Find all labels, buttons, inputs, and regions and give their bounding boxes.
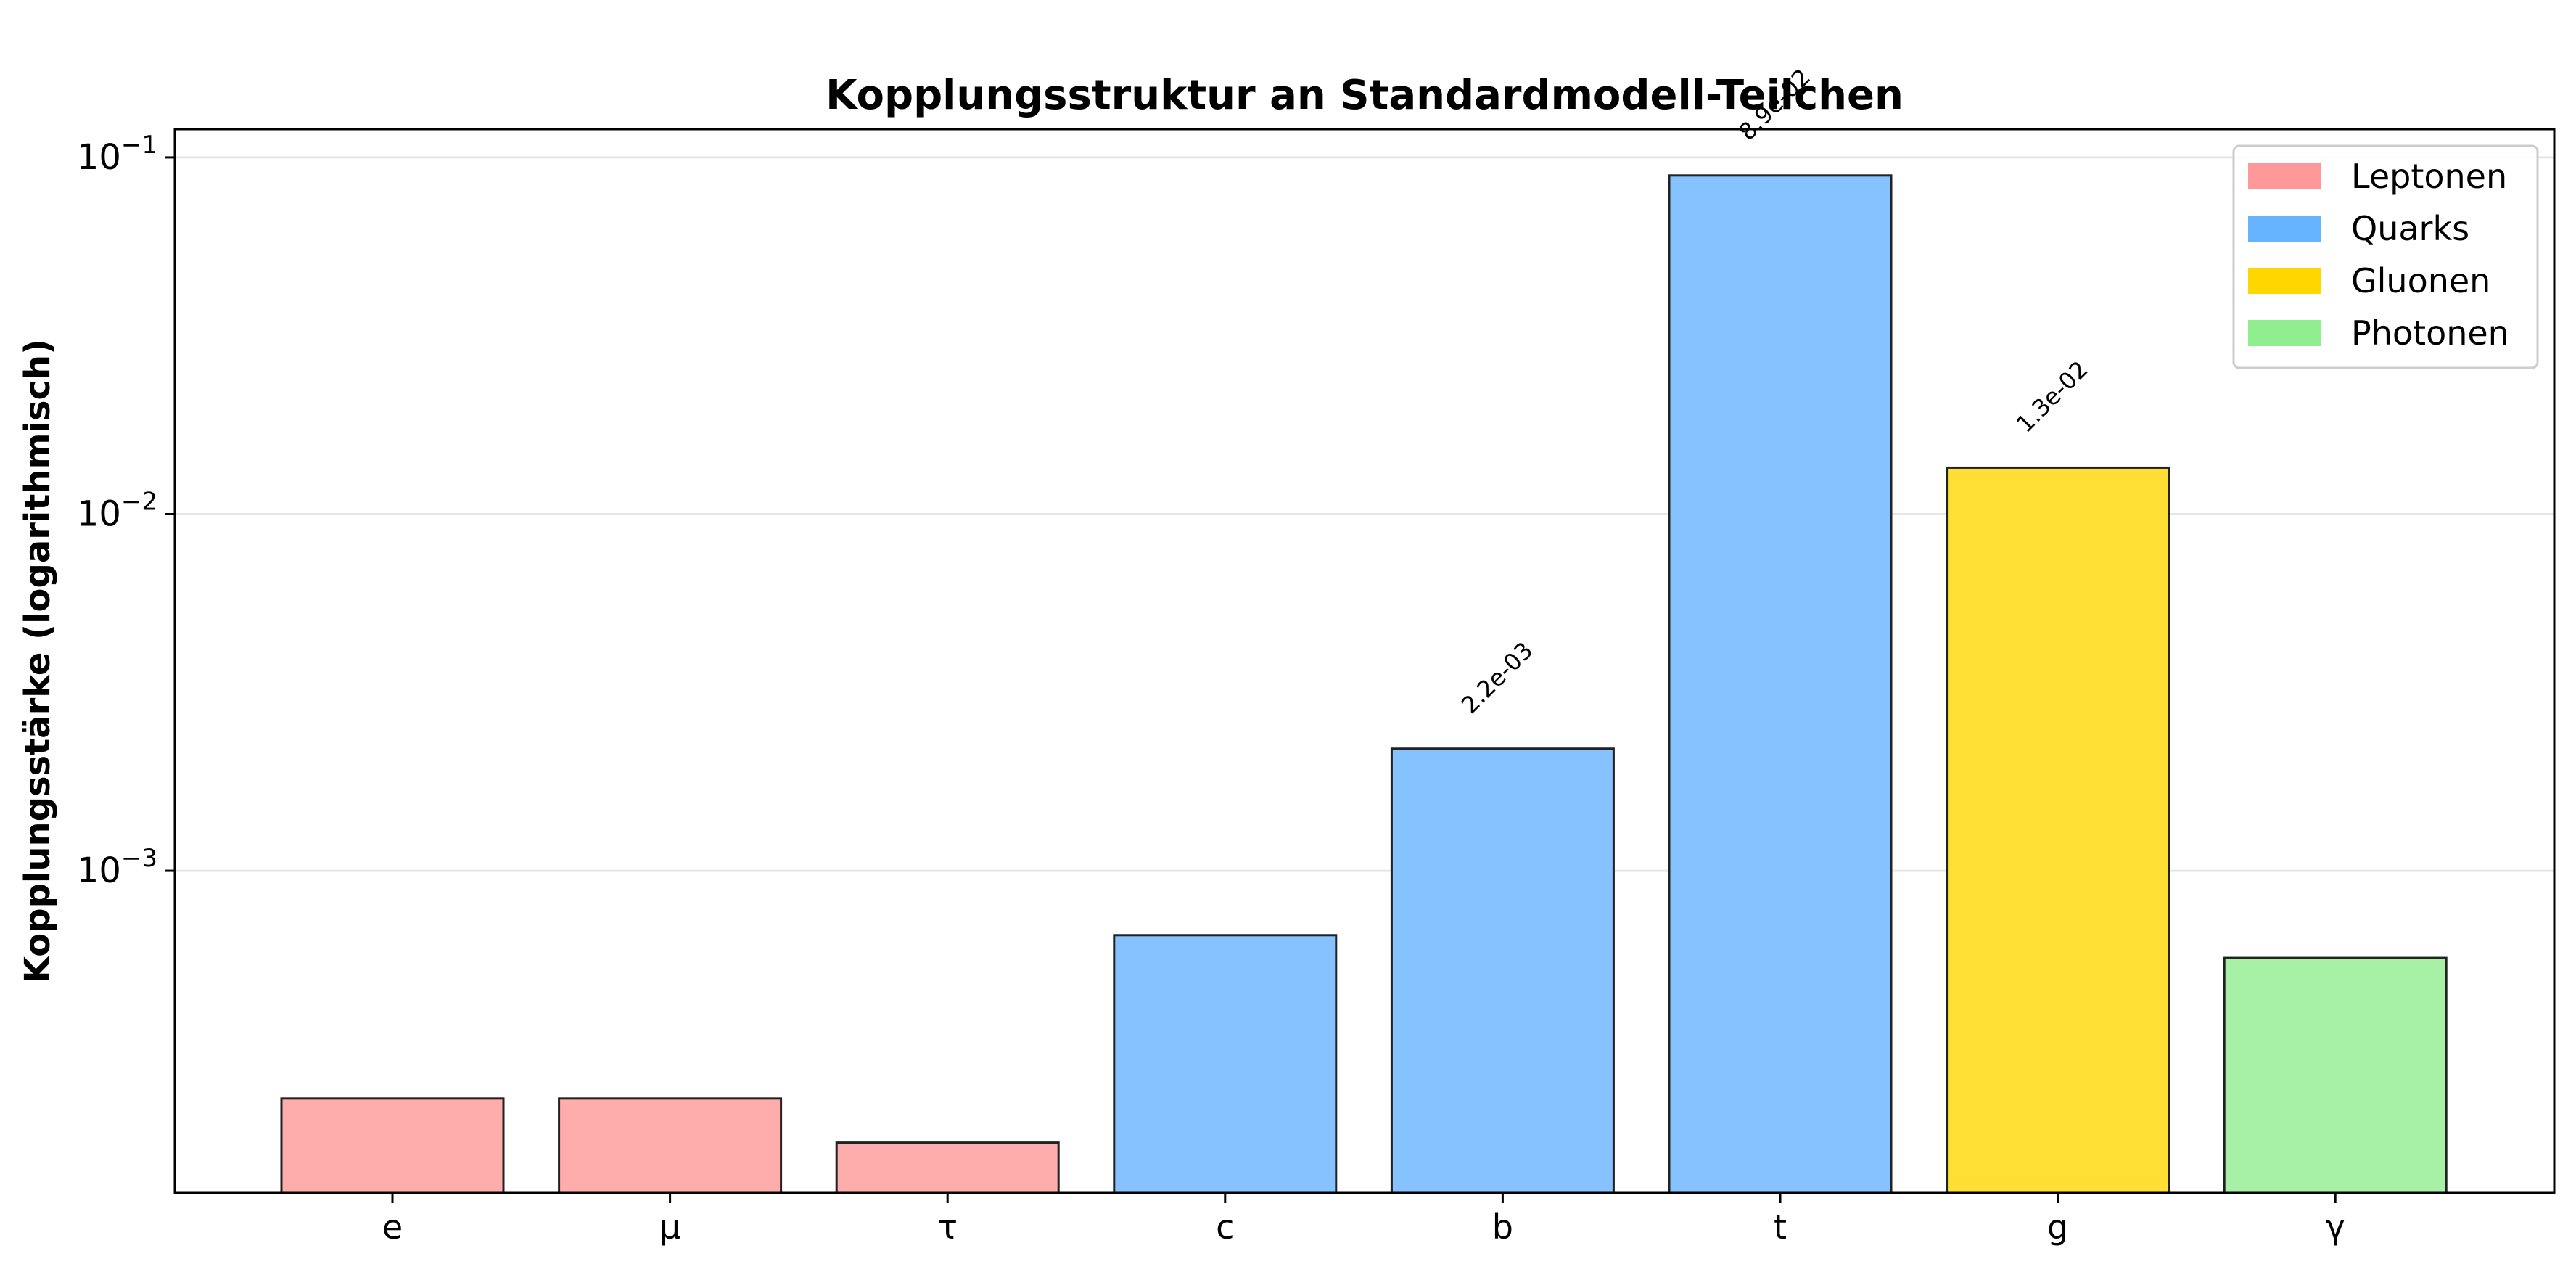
legend-label-photonen: Photonen <box>2351 313 2509 353</box>
bars <box>280 174 2448 1194</box>
legend-label-gluonen: Gluonen <box>2351 261 2490 300</box>
legend-label-quarks: Quarks <box>2351 209 2469 248</box>
y-axis-label: Kopplungsstärke (logarithmisch) <box>17 339 58 983</box>
x-tick-label: t <box>1774 1207 1787 1247</box>
bar-photonen-8 <box>2223 956 2448 1194</box>
y-tick-base: 10 <box>77 493 121 534</box>
bar-quarks-4 <box>1113 934 1338 1194</box>
bar-quarks-6 <box>1668 174 1893 1194</box>
x-tick-label: c <box>1216 1207 1234 1247</box>
bar-quarks-5 <box>1390 747 1615 1194</box>
bar-leptonen-1 <box>280 1097 505 1194</box>
y-tick-base: 10 <box>77 850 121 891</box>
bar-leptonen-2 <box>558 1097 783 1194</box>
y-tick-label: 10−3 <box>77 844 157 891</box>
x-tick-label: b <box>1492 1207 1513 1247</box>
x-tick-label: τ <box>937 1207 958 1247</box>
y-tick-exponent: −2 <box>121 487 157 516</box>
x-tick-label: γ <box>2326 1207 2345 1247</box>
x-tick-label: μ <box>659 1207 680 1247</box>
plot-frame <box>173 128 2556 1194</box>
y-tick-exponent: −1 <box>121 131 157 160</box>
bar-leptonen-3 <box>835 1141 1060 1194</box>
y-tick-label: 10−2 <box>77 487 157 534</box>
y-axis-ticks: 10−310−210−1 <box>77 131 175 891</box>
y-tick-base: 10 <box>77 137 121 178</box>
legend-frame <box>2232 144 2539 369</box>
legend-swatch-gluonen <box>2248 268 2321 294</box>
chart-title: Kopplungsstruktur an Standardmodell-Teil… <box>826 72 1904 119</box>
legend-label-leptonen: Leptonen <box>2351 157 2507 196</box>
legend-swatch-quarks <box>2248 216 2321 242</box>
y-tick-exponent: −3 <box>121 844 157 873</box>
y-tick-label: 10−1 <box>77 131 157 178</box>
legend-swatch-leptonen <box>2248 163 2321 189</box>
bar-gluonen-7 <box>1946 466 2170 1194</box>
x-tick-label: g <box>2047 1207 2068 1247</box>
legend-swatch-photonen <box>2248 320 2321 346</box>
x-tick-label: e <box>382 1207 403 1247</box>
legend: Leptonen Quarks Gluonen Photonen <box>2232 144 2539 369</box>
